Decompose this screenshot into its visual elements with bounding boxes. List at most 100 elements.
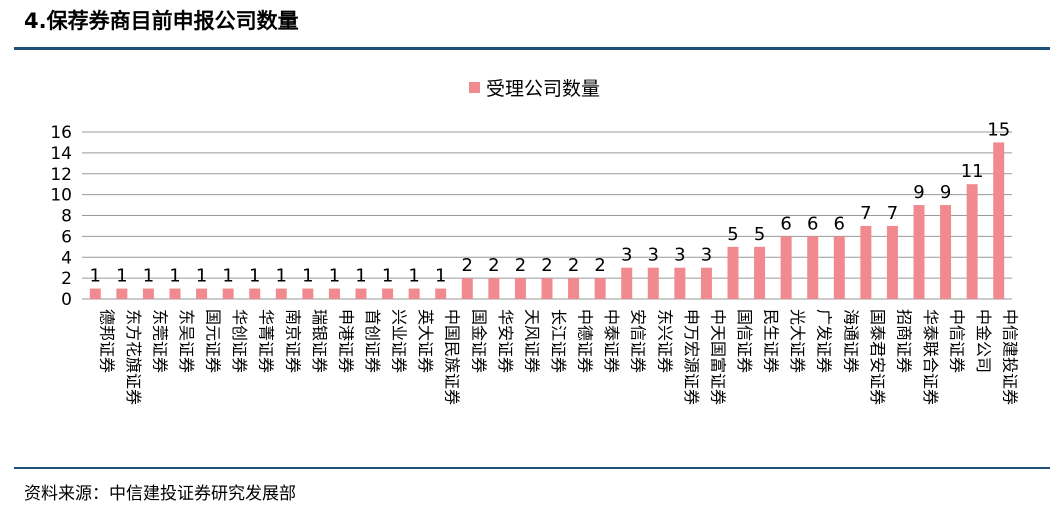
x-tick-label: 东吴证券	[177, 309, 196, 373]
data-label: 6	[807, 213, 818, 234]
y-tick-label: 12	[50, 165, 72, 185]
x-tick-label: 申万宏源证券	[682, 309, 701, 405]
data-label: 2	[488, 255, 499, 276]
bar	[116, 288, 128, 299]
data-label: 1	[382, 266, 393, 287]
data-label: 1	[329, 266, 340, 287]
y-tick-label: 8	[61, 207, 72, 227]
x-tick-label: 英大证券	[416, 309, 435, 373]
x-tick-label: 中德证券	[576, 309, 595, 373]
x-tick-label: 南京证券	[283, 309, 302, 373]
bar	[89, 288, 101, 299]
x-tick-label: 兴业证券	[390, 309, 409, 373]
bar	[568, 278, 580, 299]
bar	[860, 225, 872, 299]
x-tick-label: 安信证券	[629, 309, 648, 373]
bar	[993, 142, 1005, 299]
x-tick-label: 华泰联合证券	[921, 309, 940, 405]
bar	[647, 267, 659, 299]
bar	[700, 267, 712, 299]
x-tick-label: 华创证券	[230, 309, 249, 373]
x-tick-label: 招商证券	[894, 309, 913, 373]
bar	[196, 288, 208, 299]
data-label: 1	[435, 266, 446, 287]
data-label: 1	[90, 266, 101, 287]
bar	[621, 267, 633, 299]
data-label: 3	[648, 245, 659, 266]
bar	[833, 236, 845, 299]
data-label: 15	[987, 119, 1010, 140]
y-tick-label: 14	[50, 144, 72, 164]
y-tick-label: 6	[61, 227, 72, 247]
gridlines	[82, 131, 1012, 300]
bar	[940, 205, 952, 299]
y-tick-label: 16	[50, 123, 72, 143]
data-label: 2	[541, 255, 552, 276]
x-tick-label: 国泰君安证券	[868, 309, 887, 405]
bar	[594, 278, 606, 299]
legend-label: 受理公司数量	[486, 78, 600, 100]
bar	[727, 246, 739, 299]
bar	[488, 278, 500, 299]
x-tick-label: 广发证券	[815, 309, 834, 373]
bar	[328, 288, 340, 299]
x-tick-label: 国信证券	[735, 309, 754, 373]
bar	[382, 288, 394, 299]
x-tick-label: 天风证券	[522, 309, 541, 373]
y-tick-label: 2	[61, 269, 72, 289]
bar	[886, 225, 898, 299]
bar	[966, 184, 978, 299]
x-tick-label: 首创证券	[363, 309, 382, 373]
x-tick-label: 光大证券	[788, 309, 807, 373]
bar	[541, 278, 553, 299]
x-axis: 德邦证券 东方花旗证券 东莞证券 东吴证券 国元证券 华创证券 华菁证券 南京证券 瑞银证券 申港…	[97, 309, 1019, 405]
data-label: 1	[222, 266, 233, 287]
data-label: 1	[196, 266, 207, 287]
y-tick-label: 10	[50, 186, 72, 206]
data-label: 3	[701, 245, 712, 266]
bottom-divider	[14, 467, 1050, 469]
x-tick-label: 中天国富证券	[708, 309, 727, 405]
data-label: 3	[621, 245, 632, 266]
bar	[807, 236, 819, 299]
y-tick-label: 0	[61, 290, 72, 310]
data-label: 1	[276, 266, 287, 287]
bar	[302, 288, 314, 299]
data-label: 3	[674, 245, 685, 266]
data-label: 5	[754, 224, 765, 245]
x-tick-label: 瑞银证券	[310, 309, 329, 373]
x-tick-label: 中信证券	[948, 309, 967, 373]
x-tick-label: 华菁证券	[257, 309, 276, 373]
data-label: 1	[249, 266, 260, 287]
bar	[355, 288, 367, 299]
x-tick-label: 海通证券	[841, 309, 860, 373]
y-tick-label: 4	[61, 248, 72, 268]
data-label: 7	[887, 203, 898, 224]
x-tick-label: 国元证券	[204, 309, 223, 373]
x-tick-label: 长江证券	[549, 309, 568, 373]
x-tick-label: 中泰证券	[602, 309, 621, 373]
data-label: 5	[727, 224, 738, 245]
bar	[514, 278, 526, 299]
data-label: 2	[568, 255, 579, 276]
data-label: 7	[860, 203, 871, 224]
source-note: 资料来源：中信建投证券研究发展部	[24, 484, 296, 504]
bar	[275, 288, 287, 299]
data-label: 1	[143, 266, 154, 287]
x-tick-label: 东方花旗证券	[124, 309, 143, 405]
bar	[249, 288, 261, 299]
data-label: 1	[302, 266, 313, 287]
bar	[169, 288, 181, 299]
bar	[142, 288, 154, 299]
data-label: 6	[834, 213, 845, 234]
legend: 受理公司数量	[469, 78, 600, 100]
data-label: 2	[462, 255, 473, 276]
bar	[754, 246, 766, 299]
data-label: 9	[940, 182, 951, 203]
data-label: 1	[169, 266, 180, 287]
bar	[674, 267, 686, 299]
x-tick-label: 东莞证券	[150, 309, 169, 373]
